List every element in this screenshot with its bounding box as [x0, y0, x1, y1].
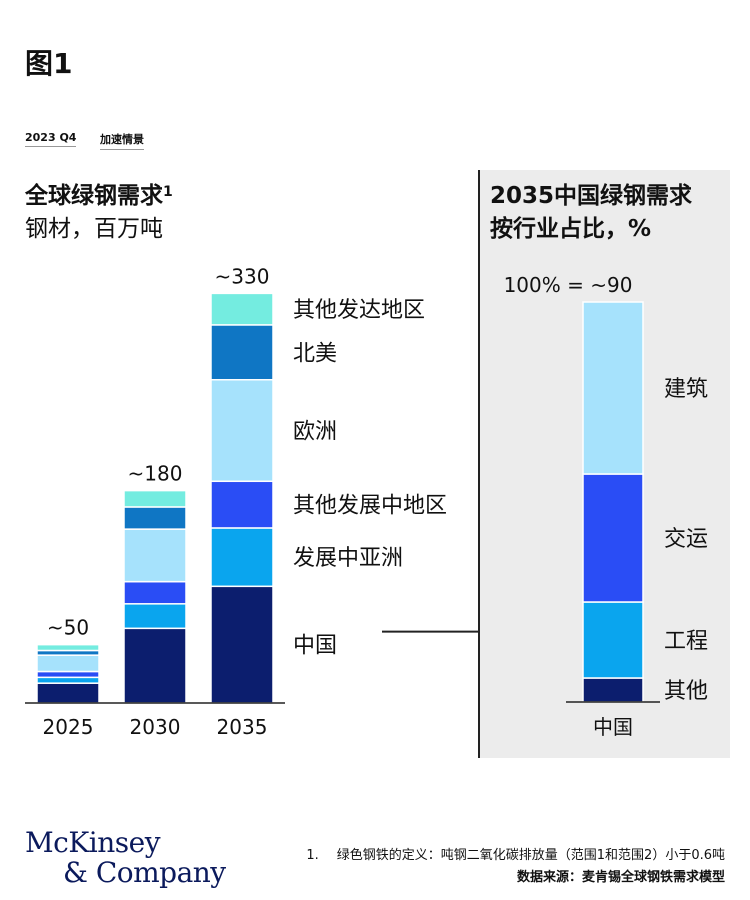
- bar-segment: [36, 676, 100, 684]
- scenario-tag: 加速情景: [100, 131, 144, 150]
- bar-segment: [123, 627, 187, 704]
- bar-total-label: ~50: [47, 616, 89, 640]
- series-legend-label: 发展中亚洲: [293, 546, 403, 571]
- footnote-marker: 1: [163, 184, 173, 200]
- percent-bar-segment: [582, 473, 644, 603]
- bar-total-label: ~330: [215, 264, 270, 288]
- sector-label: 工程: [664, 629, 708, 654]
- bar-segment: [123, 528, 187, 583]
- bar-segment: [210, 480, 274, 529]
- figure-label: 图1: [25, 47, 73, 80]
- series-legend-label: 中国: [293, 634, 337, 659]
- series-legend-label: 北美: [293, 341, 337, 366]
- percent-bar-segment: [582, 301, 644, 475]
- bar-segment: [36, 682, 100, 704]
- bar-segment: [36, 654, 100, 673]
- sector-label: 交运: [664, 527, 708, 552]
- x-tick-label: 2030: [130, 715, 181, 739]
- source-note: 数据来源：麦肯锡全球钢铁需求模型: [516, 870, 725, 885]
- bar-total-label: ~180: [128, 462, 183, 486]
- bar-segment: [123, 489, 187, 508]
- left-chart-title: 全球绿钢需求1: [25, 176, 173, 210]
- right-chart-title: 2035中国绿钢需求: [490, 183, 693, 209]
- footnote-number: 1.: [306, 848, 319, 863]
- bar-segment: [36, 670, 100, 679]
- bar-segment: [123, 603, 187, 630]
- series-legend-label: 其他发达地区: [293, 298, 425, 323]
- footnote-text: 绿色钢铁的定义：吨钢二氧化碳排放量（范围1和范围2）小于0.6吨: [336, 848, 725, 863]
- bar-segment: [36, 643, 100, 652]
- bar-segment: [210, 585, 274, 704]
- bar-segment: [210, 378, 274, 483]
- bar-segment: [210, 292, 274, 326]
- sector-label: 其他: [664, 679, 708, 704]
- left-chart-title-text: 全球绿钢需求: [25, 183, 163, 209]
- bar-segment: [123, 506, 187, 530]
- series-legend-label: 其他发展中地区: [293, 494, 447, 519]
- logo-line1: McKinsey: [25, 826, 161, 859]
- logo-line2: & Company: [63, 856, 226, 889]
- series-legend-label: 欧洲: [293, 420, 337, 445]
- percent-bar-segment: [582, 601, 644, 679]
- bar-segment: [123, 580, 187, 605]
- period-tag: 2023 Q4: [25, 131, 77, 147]
- bar-segment: [210, 324, 274, 381]
- x-tick-label: 2035: [217, 715, 268, 739]
- percent-bar-total-label: 100% = ~90: [504, 273, 633, 297]
- left-chart-subtitle: 钢材，百万吨: [25, 216, 163, 242]
- right-x-tick-label: 中国: [593, 715, 633, 739]
- right-chart-subtitle: 按行业占比，%: [490, 216, 652, 242]
- bar-segment: [210, 527, 274, 588]
- x-tick-label: 2025: [43, 715, 94, 739]
- percent-bar-segment: [582, 677, 644, 703]
- sector-label: 建筑: [664, 377, 708, 402]
- footnote: 1. 绿色钢铁的定义：吨钢二氧化碳排放量（范围1和范围2）小于0.6吨: [306, 844, 725, 863]
